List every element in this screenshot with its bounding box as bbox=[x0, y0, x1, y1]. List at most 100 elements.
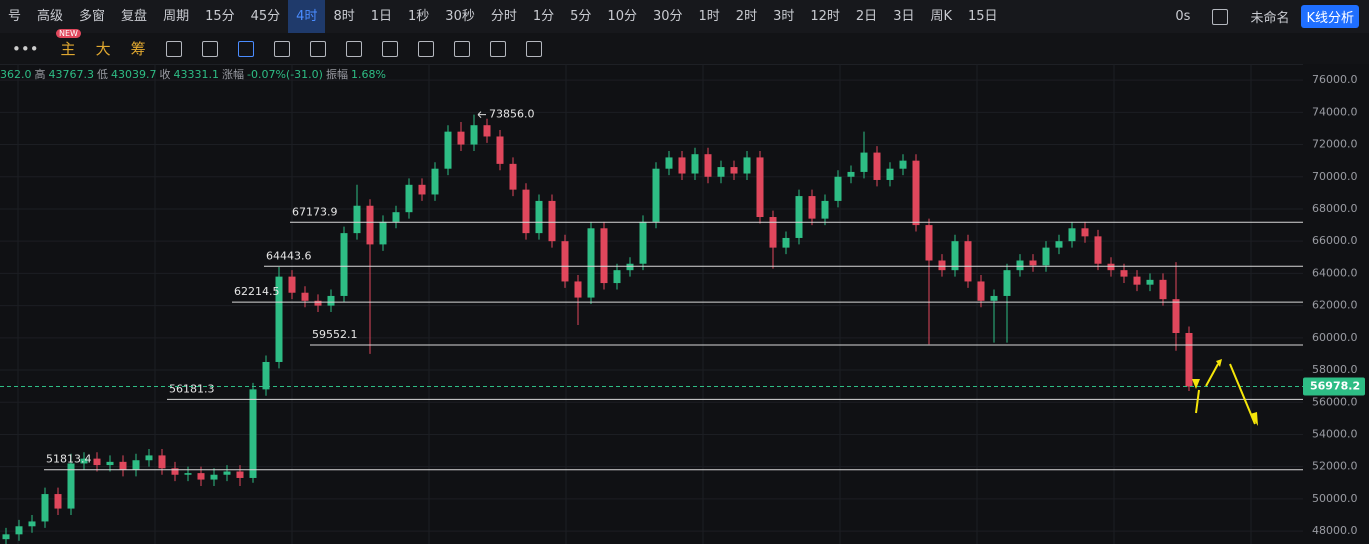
candle-body bbox=[522, 189, 530, 234]
annotation-arrowhead bbox=[477, 111, 482, 118]
info-label: 振幅 bbox=[325, 68, 348, 81]
candle-body bbox=[2, 534, 10, 540]
interval-button[interactable]: 10分 bbox=[607, 9, 637, 24]
candle-body bbox=[145, 455, 153, 461]
tool-icon[interactable] bbox=[309, 40, 326, 57]
tool-icon[interactable] bbox=[525, 40, 542, 57]
info-value: -0.07%(-31.0) bbox=[247, 68, 323, 81]
interval-button[interactable]: 15日 bbox=[968, 9, 998, 24]
candle-body bbox=[392, 212, 400, 222]
more[interactable]: ••• bbox=[12, 39, 39, 58]
y-tick-label: 68000.0 bbox=[1312, 202, 1358, 215]
candle-body bbox=[1159, 279, 1167, 300]
interval-button[interactable]: 12时 bbox=[810, 9, 840, 24]
tool-icon[interactable] bbox=[489, 40, 506, 57]
tool-label[interactable]: 大 bbox=[95, 40, 111, 58]
interval-button[interactable]: 1日 bbox=[370, 9, 393, 24]
top-right: 0s 未命名 K线分析 bbox=[1175, 0, 1369, 33]
info-value: 362.0 bbox=[0, 68, 32, 81]
candle-body bbox=[184, 473, 192, 475]
candle-body bbox=[678, 157, 686, 174]
candle-body bbox=[1055, 241, 1063, 248]
candle-body bbox=[808, 196, 816, 219]
interval-button[interactable]: 30分 bbox=[652, 9, 683, 24]
toolbar-button[interactable]: 周期 bbox=[163, 9, 190, 24]
interval-button[interactable]: 2时 bbox=[735, 9, 758, 24]
layout-name[interactable]: 未命名 bbox=[1250, 11, 1290, 26]
candle-body bbox=[379, 221, 387, 245]
tool-icon[interactable] bbox=[345, 40, 362, 57]
y-tick-label: 52000.0 bbox=[1312, 460, 1358, 473]
candle-body bbox=[366, 205, 374, 245]
candle-body bbox=[613, 270, 621, 284]
candle-body bbox=[327, 295, 335, 306]
tool-icon[interactable] bbox=[381, 40, 398, 57]
interval-button[interactable]: 3日 bbox=[893, 9, 915, 24]
info-value: 43331.1 bbox=[173, 68, 220, 81]
candle-body bbox=[288, 276, 296, 293]
y-tick-label: 48000.0 bbox=[1312, 524, 1358, 537]
kline-analysis[interactable]: K线分析 bbox=[1301, 5, 1359, 28]
toolbar-button[interactable]: 号 bbox=[8, 9, 22, 24]
tool-label[interactable]: 筹 bbox=[130, 40, 146, 58]
level-label: 56181.3 bbox=[169, 382, 215, 395]
toolbar-button[interactable]: 高级 bbox=[37, 9, 64, 24]
candle-body bbox=[704, 154, 712, 177]
candle-body bbox=[535, 200, 543, 234]
toolbar-button[interactable]: 多窗 bbox=[79, 9, 106, 24]
candle-body bbox=[1172, 299, 1180, 333]
candle-body bbox=[158, 455, 166, 469]
interval-button[interactable]: 1时 bbox=[698, 9, 720, 24]
candle-body bbox=[1016, 260, 1024, 271]
countdown[interactable]: 0s bbox=[1175, 9, 1191, 24]
candle-body bbox=[1003, 270, 1011, 296]
tool-icon[interactable] bbox=[273, 40, 290, 57]
interval-button[interactable]: 45分 bbox=[250, 9, 281, 24]
y-tick-label: 58000.0 bbox=[1312, 363, 1358, 376]
info-value: 43767.3 bbox=[48, 68, 95, 81]
candle-body bbox=[977, 281, 985, 301]
tool-icon[interactable] bbox=[165, 40, 182, 57]
tool-icon[interactable] bbox=[417, 40, 434, 57]
candle-body bbox=[873, 152, 881, 180]
candle-body bbox=[249, 389, 257, 478]
candle-body bbox=[1107, 263, 1115, 271]
candle-body bbox=[1094, 236, 1102, 264]
interval-button[interactable]: 4时 bbox=[288, 0, 326, 33]
camera-icon[interactable] bbox=[1212, 8, 1229, 25]
interval-button[interactable]: 30秒 bbox=[445, 9, 475, 24]
interval-button[interactable]: 周K bbox=[930, 9, 952, 24]
candle-body bbox=[600, 228, 608, 284]
tool-icon[interactable] bbox=[453, 40, 470, 57]
tool-icon[interactable] bbox=[237, 40, 254, 57]
interval-button[interactable]: 5分 bbox=[570, 9, 592, 24]
level-label: 64443.6 bbox=[266, 249, 312, 262]
interval-button[interactable]: 8时 bbox=[333, 9, 355, 24]
info-label: 低 bbox=[97, 68, 108, 81]
candle-body bbox=[262, 361, 270, 390]
level-label: 62214.5 bbox=[234, 285, 280, 298]
last-price-label: 56978.2 bbox=[1310, 379, 1360, 392]
candle-body bbox=[587, 228, 595, 298]
interval-button[interactable]: 15分 bbox=[205, 9, 235, 24]
toolbar-button[interactable]: 复盘 bbox=[121, 9, 148, 24]
interval-button[interactable]: 1秒 bbox=[408, 9, 430, 24]
tool-label[interactable]: 主 bbox=[60, 40, 76, 58]
candle-body bbox=[912, 160, 920, 226]
level-label: 51813.4 bbox=[46, 453, 92, 466]
interval-button[interactable]: 3时 bbox=[773, 9, 795, 24]
interval-button[interactable]: 2日 bbox=[855, 9, 878, 24]
interval-button[interactable]: 1分 bbox=[532, 9, 555, 24]
candle-body bbox=[886, 168, 894, 180]
last-price-tag bbox=[1303, 377, 1365, 396]
candle-body bbox=[652, 168, 660, 222]
interval-button[interactable]: 分时 bbox=[490, 9, 517, 24]
price-axis-bg bbox=[1303, 64, 1369, 544]
candle-body bbox=[717, 167, 725, 177]
tool-icon[interactable] bbox=[201, 40, 218, 57]
candle-body bbox=[782, 237, 790, 248]
candle-body bbox=[847, 171, 855, 177]
candle-body bbox=[340, 233, 348, 296]
candle-body bbox=[223, 471, 231, 475]
candle-body bbox=[1185, 332, 1193, 387]
